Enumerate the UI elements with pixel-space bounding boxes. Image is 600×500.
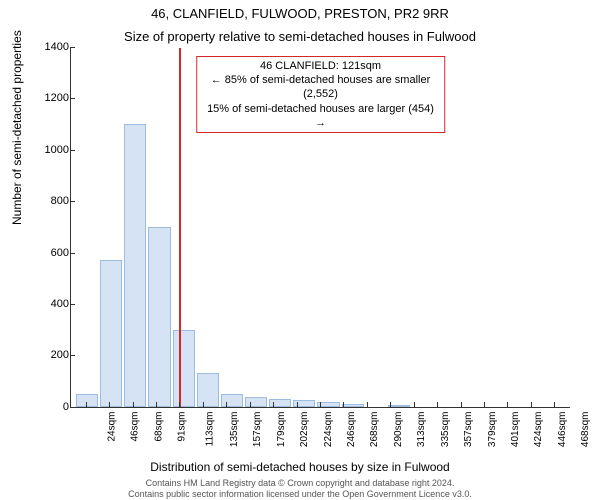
x-tick: 446sqm — [557, 412, 568, 448]
x-tick: 379sqm — [487, 412, 498, 448]
histogram-bar — [100, 260, 122, 407]
footer-line-2: Contains public sector information licen… — [0, 489, 600, 500]
x-tick: 401sqm — [510, 412, 521, 448]
info-line-3: 15% of semi-detached houses are larger (… — [205, 102, 437, 131]
y-tick: 0 — [25, 401, 69, 413]
info-line-2: ← 85% of semi-detached houses are smalle… — [205, 73, 437, 102]
histogram-bar — [148, 227, 170, 407]
x-tick: 246sqm — [346, 412, 357, 448]
x-ticks: 24sqm 46sqm 68sqm 91sqm 113sqm 135sqm 157sqm 17… — [70, 406, 570, 456]
x-axis-label: Distribution of semi-detached houses by … — [0, 460, 600, 474]
histogram-bar — [76, 394, 98, 407]
histogram-bar — [221, 394, 243, 407]
x-tick: 357sqm — [463, 412, 474, 448]
y-tick: 1200 — [25, 92, 69, 104]
x-tick: 157sqm — [252, 412, 263, 448]
x-tick: 135sqm — [229, 412, 240, 448]
chart-title-1: 46, CLANFIELD, FULWOOD, PRESTON, PR2 9RR — [0, 0, 600, 23]
x-tick: 24sqm — [106, 412, 117, 442]
y-ticks: 0200400600800100012001400 — [21, 48, 69, 407]
x-tick: 68sqm — [153, 412, 164, 442]
x-tick: 290sqm — [393, 412, 404, 448]
y-tick: 1400 — [25, 41, 69, 53]
x-tick: 313sqm — [416, 412, 427, 448]
x-tick: 202sqm — [299, 412, 310, 448]
y-tick: 600 — [25, 247, 69, 259]
chart-title-2: Size of property relative to semi-detach… — [0, 23, 600, 46]
y-tick: 400 — [25, 298, 69, 310]
histogram-bar — [173, 330, 195, 407]
reference-line — [179, 48, 181, 407]
histogram-bar — [197, 373, 219, 406]
x-tick: 424sqm — [534, 412, 545, 448]
x-tick: 91sqm — [177, 412, 188, 442]
x-tick: 179sqm — [276, 412, 287, 448]
info-line-1: 46 CLANFIELD: 121sqm — [205, 59, 437, 73]
x-tick: 46sqm — [130, 412, 141, 442]
chart-area: 0200400600800100012001400 46 CLANFIELD: … — [70, 48, 570, 408]
x-tick: 268sqm — [370, 412, 381, 448]
footer-text: Contains HM Land Registry data © Crown c… — [0, 478, 600, 500]
x-tick: 224sqm — [323, 412, 334, 448]
x-tick: 468sqm — [580, 412, 591, 448]
y-tick: 1000 — [25, 144, 69, 156]
info-box: 46 CLANFIELD: 121sqm ← 85% of semi-detac… — [196, 56, 446, 133]
y-tick: 200 — [25, 349, 69, 361]
histogram-bar — [124, 124, 146, 407]
x-tick: 335sqm — [440, 412, 451, 448]
x-tick: 113sqm — [205, 412, 216, 447]
y-tick: 800 — [25, 195, 69, 207]
footer-line-1: Contains HM Land Registry data © Crown c… — [0, 478, 600, 489]
